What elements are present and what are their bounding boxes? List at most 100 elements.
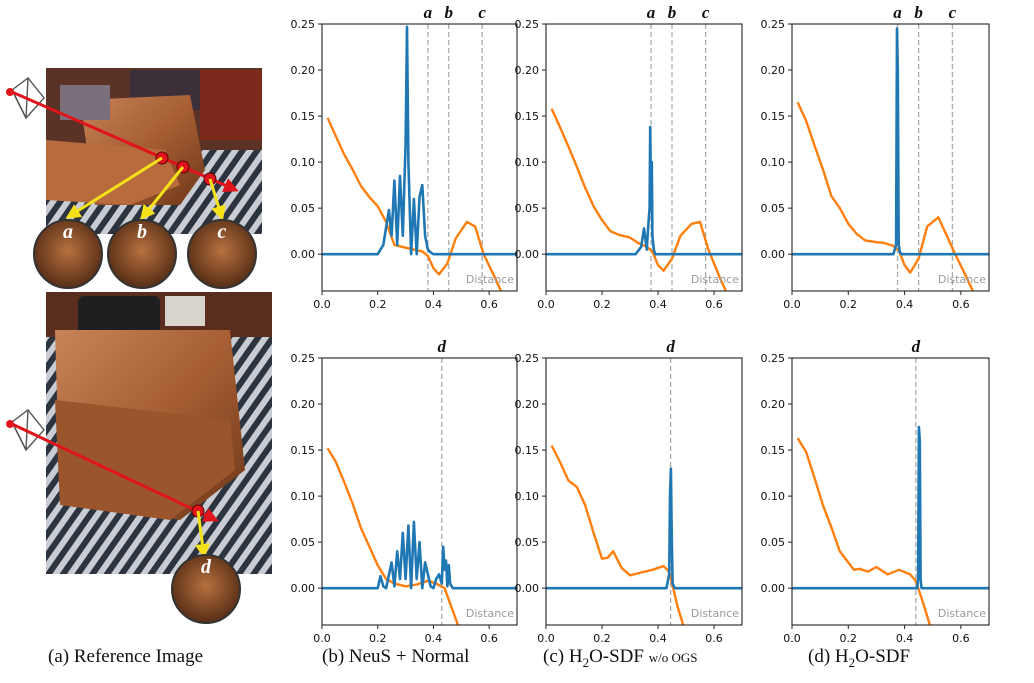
y-tick-label: 0.00 (515, 248, 540, 261)
x-tick-label: 0.0 (783, 632, 801, 645)
y-tick-label: 0.00 (761, 582, 786, 595)
marker-label-b: b (668, 3, 677, 22)
x-axis-label: Distance (691, 273, 739, 286)
camera-origin-bottom (6, 420, 14, 428)
x-tick-label: 0.6 (480, 298, 498, 311)
y-tick-label: 0.25 (761, 18, 786, 31)
y-tick-label: 0.05 (761, 536, 786, 549)
series-orange-line (550, 444, 685, 625)
y-tick-label: 0.25 (291, 18, 316, 31)
series-orange-line (796, 101, 975, 291)
x-tick-label: 0.0 (313, 632, 331, 645)
plot-frame (545, 357, 743, 626)
x-tick-label: 0.4 (896, 298, 914, 311)
marker-label-a: a (424, 3, 433, 22)
x-tick-label: 0.6 (705, 298, 723, 311)
arrow-d (194, 510, 210, 559)
image-labels: a b c d (63, 221, 227, 578)
caption-b: (b) NeuS + Normal (322, 646, 470, 667)
y-tick-label: 0.10 (515, 490, 540, 503)
plot-frame (791, 357, 990, 626)
zoom-circle-d (171, 554, 241, 624)
plot-frame (321, 357, 518, 626)
x-tick-label: 0.4 (425, 632, 443, 645)
zoom-circles-top (33, 219, 257, 289)
marker-label-c: c (949, 3, 957, 22)
x-tick-label: 0.4 (649, 632, 667, 645)
y-tick-label: 0.20 (761, 398, 786, 411)
x-tick-label: 0.6 (480, 632, 498, 645)
y-tick-label: 0.00 (515, 582, 540, 595)
x-tick-label: 0.4 (425, 298, 443, 311)
y-tick-label: 0.25 (761, 352, 786, 365)
marker-label-c: c (702, 3, 710, 22)
x-tick-label: 0.2 (593, 298, 611, 311)
y-tick-label: 0.20 (515, 64, 540, 77)
x-axis-label: Distance (938, 607, 986, 620)
series-blue-line (322, 520, 517, 590)
x-tick-label: 0.0 (537, 632, 555, 645)
series-blue-line (792, 27, 989, 256)
series-orange-line (550, 108, 728, 291)
y-tick-label: 0.10 (291, 156, 316, 169)
y-tick-label: 0.05 (761, 202, 786, 215)
reference-image-bottom (46, 292, 272, 574)
y-tick-label: 0.00 (761, 248, 786, 261)
x-tick-label: 0.6 (705, 632, 723, 645)
chart-panel-3: a b c 0.00 0.05 0.10 0.15 0.20 0.25 0.0 0.2 0.4 0.6 D… (761, 3, 990, 311)
y-tick-label: 0.05 (291, 536, 316, 549)
y-tick-label: 0.10 (291, 490, 316, 503)
image-label-c: c (218, 221, 227, 243)
chart-panel-4: d 0.00 0.05 0.10 0.15 0.20 0.25 0.0 0.2 0.4 0.6 Dis… (291, 337, 518, 645)
x-tick-label: 0.2 (369, 298, 387, 311)
x-tick-label: 0.0 (313, 298, 331, 311)
x-axis-label: Distance (691, 607, 739, 620)
x-tick-label: 0.0 (537, 298, 555, 311)
marker-label-a: a (893, 3, 902, 22)
y-tick-label: 0.15 (291, 110, 316, 123)
series-blue-line (546, 467, 742, 590)
x-tick-label: 0.2 (840, 298, 858, 311)
y-tick-label: 0.25 (291, 352, 316, 365)
charts: a b c0.000.050.100.150.200.250.0 0.2 0.4 0.6D… (291, 3, 990, 645)
y-tick-label: 0.15 (761, 110, 786, 123)
y-tick-label: 0.00 (291, 248, 316, 261)
plot-frame (321, 23, 518, 292)
x-tick-label: 0.6 (952, 632, 970, 645)
y-tick-label: 0.10 (515, 156, 540, 169)
y-tick-label: 0.10 (761, 490, 786, 503)
caption-d: (d) H2O-SDF (808, 646, 911, 670)
marker-label-d: d (912, 337, 921, 356)
chart-panel-2: a b c 0.00 0.05 0.10 0.15 0.20 0.25 0.0 0.2 0.4 0.6 D… (515, 3, 743, 311)
y-tick-label: 0.15 (515, 444, 540, 457)
image-label-a: a (63, 221, 73, 243)
x-axis-label: Distance (466, 607, 514, 620)
marker-label-d: d (666, 337, 675, 356)
ray-bottom (11, 422, 219, 522)
y-tick-label: 0.05 (515, 202, 540, 215)
caption-c: (c) H2O-SDF w/o OGS (543, 646, 698, 670)
chart-panel-1: a b c 0.00 0.05 0.10 0.15 0.20 0.25 0.0 0.2 0.4 0.6 D… (291, 3, 518, 311)
y-tick-label: 0.05 (291, 202, 316, 215)
y-tick-label: 0.05 (515, 536, 540, 549)
chart-panel-6: d 0.00 0.05 0.10 0.15 0.20 0.25 0.0 0.2 0.4 0.6 Dis… (761, 337, 990, 645)
marker-label-d: d (438, 337, 447, 356)
camera-origin-top (6, 88, 14, 96)
arrows-top (65, 156, 226, 221)
caption-a: (a) Reference Image (48, 646, 204, 667)
y-tick-label: 0.20 (761, 64, 786, 77)
y-tick-label: 0.15 (515, 110, 540, 123)
y-tick-label: 0.00 (291, 582, 316, 595)
series-blue-line (546, 125, 742, 256)
x-tick-label: 0.2 (840, 632, 858, 645)
series-blue-line (792, 425, 989, 590)
series-orange-line (326, 447, 460, 625)
x-tick-label: 0.4 (896, 632, 914, 645)
plot-frame (545, 23, 743, 292)
marker-label-b: b (445, 3, 454, 22)
ray-top (11, 90, 239, 193)
y-tick-label: 0.10 (761, 156, 786, 169)
y-tick-label: 0.20 (291, 398, 316, 411)
chart-panel-5: d 0.00 0.05 0.10 0.15 0.20 0.25 0.0 0.2 0.4 0.6 Dis… (515, 337, 743, 645)
